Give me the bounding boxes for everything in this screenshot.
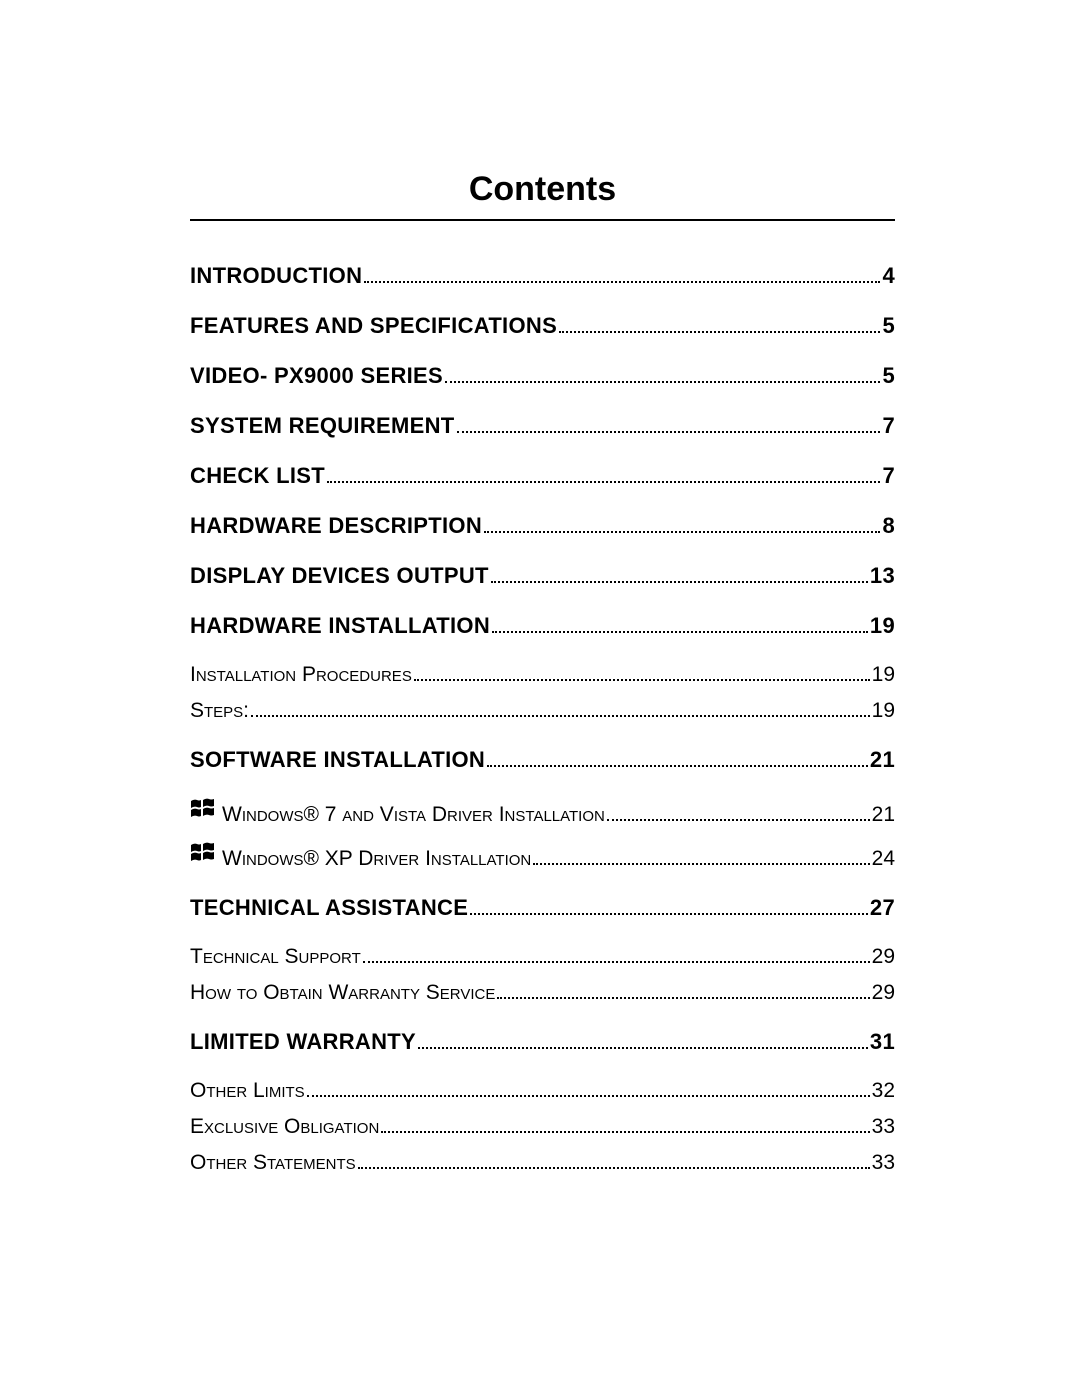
toc-entry: SYSTEM REQUIREMENT 7: [190, 413, 895, 439]
toc-entry-label: Windows® 7 and Vista Driver Installation: [222, 803, 605, 827]
toc-entry-page: 29: [872, 945, 895, 969]
toc-entry: Technical Support 29: [190, 945, 895, 969]
toc-entry: Other Limits 32: [190, 1079, 895, 1103]
toc-leader-dots: [414, 678, 870, 681]
toc-leader-dots: [497, 996, 869, 999]
toc-entry-page: 19: [872, 699, 895, 723]
toc-leader-dots: [484, 530, 880, 533]
toc-leader-dots: [251, 714, 870, 717]
windows-icon: [190, 797, 216, 821]
toc-leader-dots: [445, 380, 880, 383]
toc-entry-label: SOFTWARE INSTALLATION: [190, 747, 485, 773]
toc-entry-label: HARDWARE INSTALLATION: [190, 613, 490, 639]
toc-entry-page: 13: [870, 563, 895, 589]
toc-entry-label: LIMITED WARRANTY: [190, 1029, 416, 1055]
toc-entry-page: 27: [870, 895, 895, 921]
toc-entry-label: Windows® XP Driver Installation: [222, 847, 531, 871]
toc-entry-page: 5: [882, 313, 895, 339]
toc-entry: Windows® 7 and Vista Driver Installation…: [190, 797, 895, 827]
toc-entry: DISPLAY DEVICES OUTPUT 13: [190, 563, 895, 589]
toc-leader-dots: [363, 960, 870, 963]
toc-entry-page: 21: [872, 803, 895, 827]
toc-leader-dots: [533, 862, 869, 865]
toc-entry-page: 21: [870, 747, 895, 773]
table-of-contents: INTRODUCTION 4 FEATURES AND SPECIFICATIONS…: [190, 263, 895, 1175]
toc-entry-label: How to Obtain Warranty Service: [190, 981, 495, 1005]
windows-icon: [190, 797, 216, 821]
toc-entry-label: HARDWARE DESCRIPTION: [190, 513, 482, 539]
toc-entry-page: 29: [872, 981, 895, 1005]
toc-entry-label: INTRODUCTION: [190, 263, 362, 289]
toc-leader-dots: [358, 1166, 870, 1169]
toc-entry: FEATURES AND SPECIFICATIONS 5: [190, 313, 895, 339]
toc-leader-dots: [307, 1094, 870, 1097]
toc-entry-label: Other Statements: [190, 1151, 356, 1175]
toc-entry-label: Technical Support: [190, 945, 361, 969]
toc-entry: VIDEO- PX9000 SERIES 5: [190, 363, 895, 389]
toc-leader-dots: [418, 1046, 868, 1049]
toc-leader-dots: [492, 630, 868, 633]
toc-entry-label: Other Limits: [190, 1079, 305, 1103]
toc-leader-dots: [457, 430, 881, 433]
toc-entry-page: 8: [882, 513, 895, 539]
toc-entry-label: CHECK LIST: [190, 463, 325, 489]
toc-entry-label: Exclusive Obligation: [190, 1115, 379, 1139]
toc-entry: Windows® XP Driver Installation 24: [190, 841, 895, 871]
toc-entry-page: 19: [870, 613, 895, 639]
toc-entry-label: DISPLAY DEVICES OUTPUT: [190, 563, 489, 589]
contents-title: Contents: [190, 170, 895, 221]
toc-entry-page: 33: [872, 1115, 895, 1139]
toc-leader-dots: [381, 1130, 869, 1133]
toc-entry: Exclusive Obligation 33: [190, 1115, 895, 1139]
toc-entry-page: 7: [882, 413, 895, 439]
toc-entry-page: 5: [882, 363, 895, 389]
toc-entry: How to Obtain Warranty Service 29: [190, 981, 895, 1005]
toc-entry-page: 31: [870, 1029, 895, 1055]
toc-leader-dots: [327, 480, 880, 483]
toc-entry-label: TECHNICAL ASSISTANCE: [190, 895, 468, 921]
toc-leader-dots: [487, 764, 868, 767]
toc-entry-label: VIDEO- PX9000 SERIES: [190, 363, 443, 389]
windows-icon: [190, 841, 216, 865]
toc-entry: Installation Procedures 19: [190, 663, 895, 687]
toc-entry: Steps: 19: [190, 699, 895, 723]
toc-entry-page: 7: [882, 463, 895, 489]
toc-entry-page: 32: [872, 1079, 895, 1103]
toc-leader-dots: [364, 280, 880, 283]
toc-entry-label: FEATURES AND SPECIFICATIONS: [190, 313, 557, 339]
toc-entry-page: 19: [872, 663, 895, 687]
toc-entry-page: 4: [882, 263, 895, 289]
toc-entry-page: 33: [872, 1151, 895, 1175]
toc-leader-dots: [607, 818, 870, 821]
toc-entry-page: 24: [872, 847, 895, 871]
windows-icon: [190, 841, 216, 865]
toc-leader-dots: [470, 912, 868, 915]
toc-entry: LIMITED WARRANTY 31: [190, 1029, 895, 1055]
toc-entry-label: Steps:: [190, 699, 249, 723]
toc-entry-label: Installation Procedures: [190, 663, 412, 687]
toc-leader-dots: [491, 580, 868, 583]
toc-entry: HARDWARE DESCRIPTION 8: [190, 513, 895, 539]
toc-entry-label: SYSTEM REQUIREMENT: [190, 413, 455, 439]
toc-leader-dots: [559, 330, 880, 333]
toc-entry: CHECK LIST 7: [190, 463, 895, 489]
document-page: Contents INTRODUCTION 4 FEATURES AND SPECI…: [0, 0, 1080, 1397]
toc-entry: SOFTWARE INSTALLATION 21: [190, 747, 895, 773]
toc-entry: Other Statements 33: [190, 1151, 895, 1175]
toc-entry: HARDWARE INSTALLATION 19: [190, 613, 895, 639]
toc-entry: TECHNICAL ASSISTANCE 27: [190, 895, 895, 921]
toc-entry: INTRODUCTION 4: [190, 263, 895, 289]
